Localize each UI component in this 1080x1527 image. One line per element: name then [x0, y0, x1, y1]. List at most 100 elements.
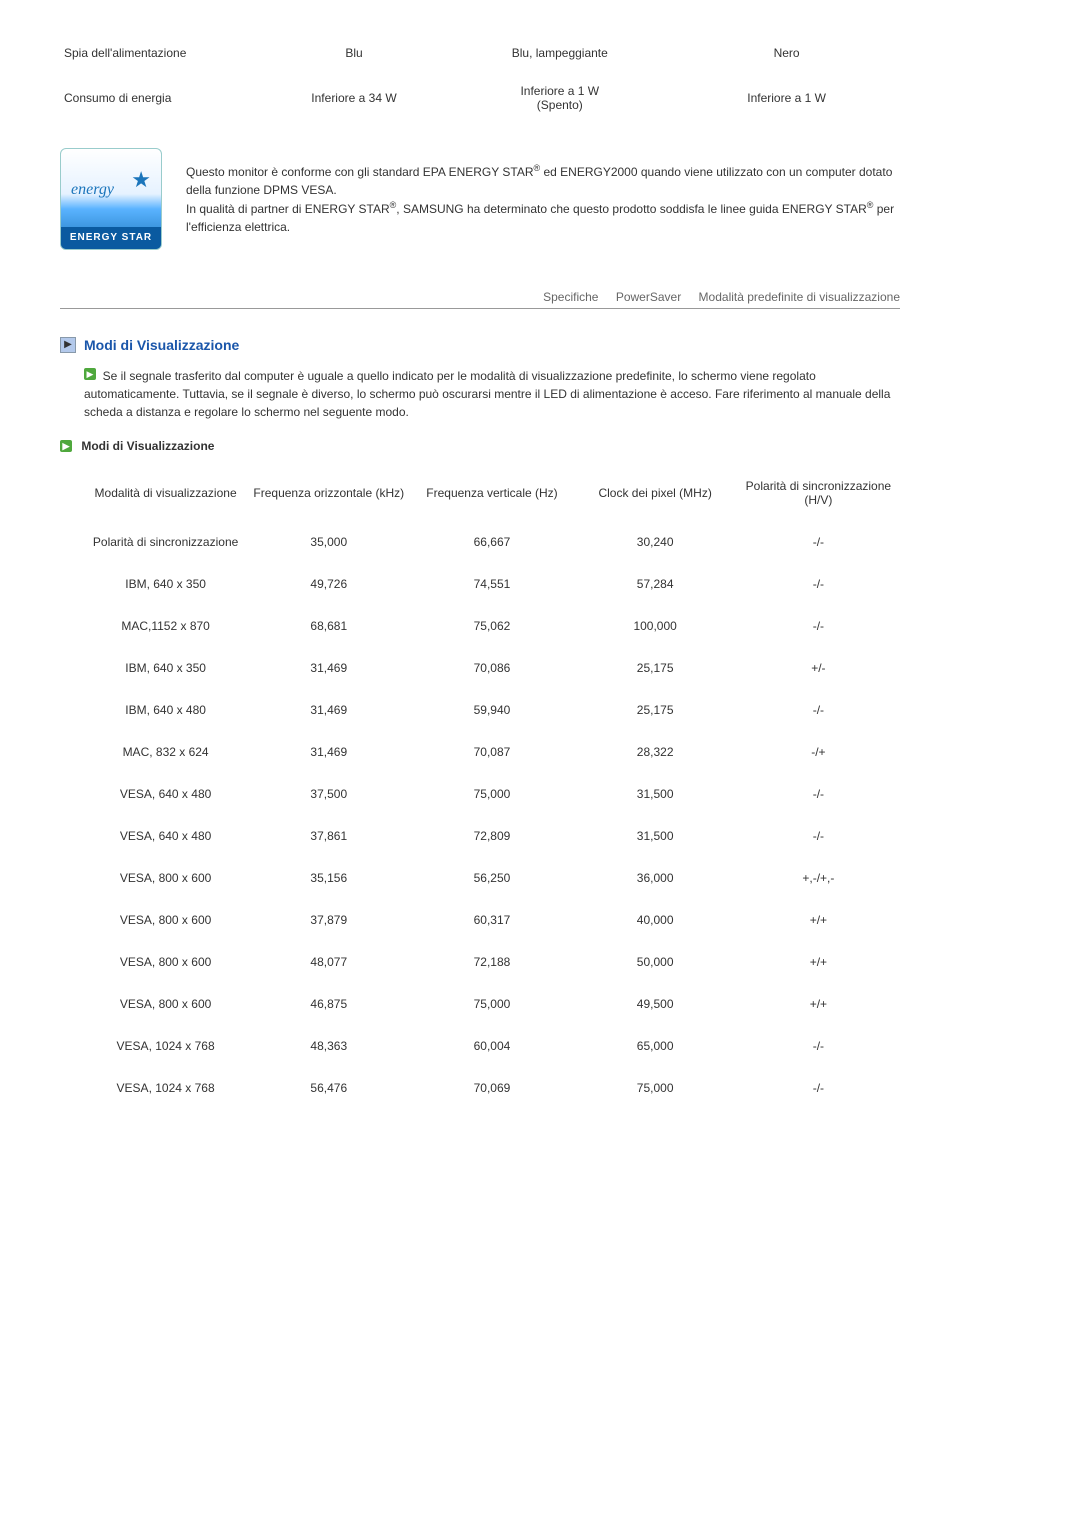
text: , SAMSUNG ha determinato che questo prod…	[396, 202, 866, 216]
cell: -/-	[737, 689, 900, 731]
cell: 25,175	[574, 647, 737, 689]
cell: MAC, 832 x 624	[84, 731, 247, 773]
badge-band: ENERGY STAR	[61, 227, 161, 249]
cell: -/-	[737, 1025, 900, 1067]
cell: 50,000	[574, 941, 737, 983]
cell: Inferiore a 1 W (Spento)	[446, 66, 673, 118]
cell: 72,809	[410, 815, 573, 857]
tab-powersaver[interactable]: PowerSaver	[616, 290, 681, 304]
row-label: Consumo di energia	[60, 66, 262, 118]
section-header: ▶ Modi di Visualizzazione	[60, 337, 900, 353]
intro-paragraph: ▶ Se il segnale trasferito dal computer …	[84, 367, 900, 421]
divider	[60, 308, 900, 309]
energy-star-section: ★ energy ENERGY STAR Questo monitor è co…	[60, 148, 900, 250]
col-header: Frequenza orizzontale (kHz)	[247, 465, 410, 521]
cell: VESA, 800 x 600	[84, 857, 247, 899]
table-row: IBM, 640 x 35049,72674,55157,284-/-	[84, 563, 900, 605]
power-info-table: Spia dell'alimentazione Blu Blu, lampegg…	[60, 40, 900, 118]
cell: VESA, 800 x 600	[84, 899, 247, 941]
table-header-row: Modalità di visualizzazione Frequenza or…	[84, 465, 900, 521]
cell: Blu	[262, 40, 447, 66]
table-row: VESA, 800 x 60037,87960,31740,000+/+	[84, 899, 900, 941]
cell: -/-	[737, 605, 900, 647]
col-header: Clock dei pixel (MHz)	[574, 465, 737, 521]
cell: 31,469	[247, 689, 410, 731]
cell: 31,500	[574, 773, 737, 815]
cell: VESA, 800 x 600	[84, 941, 247, 983]
tab-bar: Specifiche PowerSaver Modalità predefini…	[60, 290, 900, 309]
cell: 31,469	[247, 731, 410, 773]
cell: 59,940	[410, 689, 573, 731]
cell: -/-	[737, 521, 900, 563]
cell: 72,188	[410, 941, 573, 983]
table-row: MAC, 832 x 62431,46970,08728,322-/+	[84, 731, 900, 773]
tab-specifiche[interactable]: Specifiche	[543, 290, 598, 304]
tab-modalita[interactable]: Modalità predefinite di visualizzazione	[699, 290, 900, 304]
arrow-icon: ▶	[60, 337, 76, 353]
cell: 66,667	[410, 521, 573, 563]
cell: 70,087	[410, 731, 573, 773]
table-row: Polarità di sincronizzazione35,00066,667…	[84, 521, 900, 563]
sub-header: ▶ Modi di Visualizzazione	[60, 439, 900, 453]
cell: VESA, 1024 x 768	[84, 1025, 247, 1067]
energy-star-badge: ★ energy ENERGY STAR	[60, 148, 162, 250]
col-header: Polarità di sincronizzazione (H/V)	[737, 465, 900, 521]
cell: 40,000	[574, 899, 737, 941]
cell: 60,317	[410, 899, 573, 941]
table-row: VESA, 640 x 48037,50075,00031,500-/-	[84, 773, 900, 815]
table-row: VESA, 1024 x 76848,36360,00465,000-/-	[84, 1025, 900, 1067]
cell: 49,500	[574, 983, 737, 1025]
table-row: IBM, 640 x 35031,46970,08625,175+/-	[84, 647, 900, 689]
cell: VESA, 640 x 480	[84, 773, 247, 815]
cell: Inferiore a 1 W	[673, 66, 900, 118]
cell: 70,086	[410, 647, 573, 689]
sub-title: Modi di Visualizzazione	[81, 439, 214, 453]
cell: Polarità di sincronizzazione	[84, 521, 247, 563]
cell: 46,875	[247, 983, 410, 1025]
cell: VESA, 800 x 600	[84, 983, 247, 1025]
table-row: VESA, 800 x 60035,15656,25036,000+,-/+,-	[84, 857, 900, 899]
text: In qualità di partner di ENERGY STAR	[186, 202, 390, 216]
star-icon: ★	[131, 167, 151, 193]
cell: +/+	[737, 941, 900, 983]
cell: 49,726	[247, 563, 410, 605]
table-row: IBM, 640 x 48031,46959,94025,175-/-	[84, 689, 900, 731]
cell: 48,077	[247, 941, 410, 983]
cell: +/+	[737, 899, 900, 941]
cell: 75,000	[410, 983, 573, 1025]
cell: 31,500	[574, 815, 737, 857]
cell: 48,363	[247, 1025, 410, 1067]
cell: Blu, lampeggiante	[446, 40, 673, 66]
cell: -/-	[737, 1067, 900, 1109]
cell: 65,000	[574, 1025, 737, 1067]
energy-star-text: Questo monitor è conforme con gli standa…	[186, 162, 900, 236]
cell: 75,000	[574, 1067, 737, 1109]
cell: +/+	[737, 983, 900, 1025]
col-header: Modalità di visualizzazione	[84, 465, 247, 521]
cell: MAC,1152 x 870	[84, 605, 247, 647]
table-row: VESA, 800 x 60048,07772,18850,000+/+	[84, 941, 900, 983]
cell: 37,861	[247, 815, 410, 857]
cell: VESA, 640 x 480	[84, 815, 247, 857]
cell: 37,879	[247, 899, 410, 941]
cell: 70,069	[410, 1067, 573, 1109]
cell: Nero	[673, 40, 900, 66]
cell: VESA, 1024 x 768	[84, 1067, 247, 1109]
cell: 28,322	[574, 731, 737, 773]
bullet-icon: ▶	[84, 368, 96, 380]
cell: +/-	[737, 647, 900, 689]
cell: 25,175	[574, 689, 737, 731]
table-row: Consumo di energia Inferiore a 34 W Infe…	[60, 66, 900, 118]
cell: 100,000	[574, 605, 737, 647]
cell: 74,551	[410, 563, 573, 605]
cell: 31,469	[247, 647, 410, 689]
intro-text: Se il segnale trasferito dal computer è …	[84, 369, 890, 419]
display-modes-table: Modalità di visualizzazione Frequenza or…	[84, 465, 900, 1109]
row-label: Spia dell'alimentazione	[60, 40, 262, 66]
cell: IBM, 640 x 350	[84, 647, 247, 689]
cell: 57,284	[574, 563, 737, 605]
cell: 30,240	[574, 521, 737, 563]
cell: 36,000	[574, 857, 737, 899]
badge-script: energy	[71, 181, 114, 199]
cell: -/-	[737, 815, 900, 857]
